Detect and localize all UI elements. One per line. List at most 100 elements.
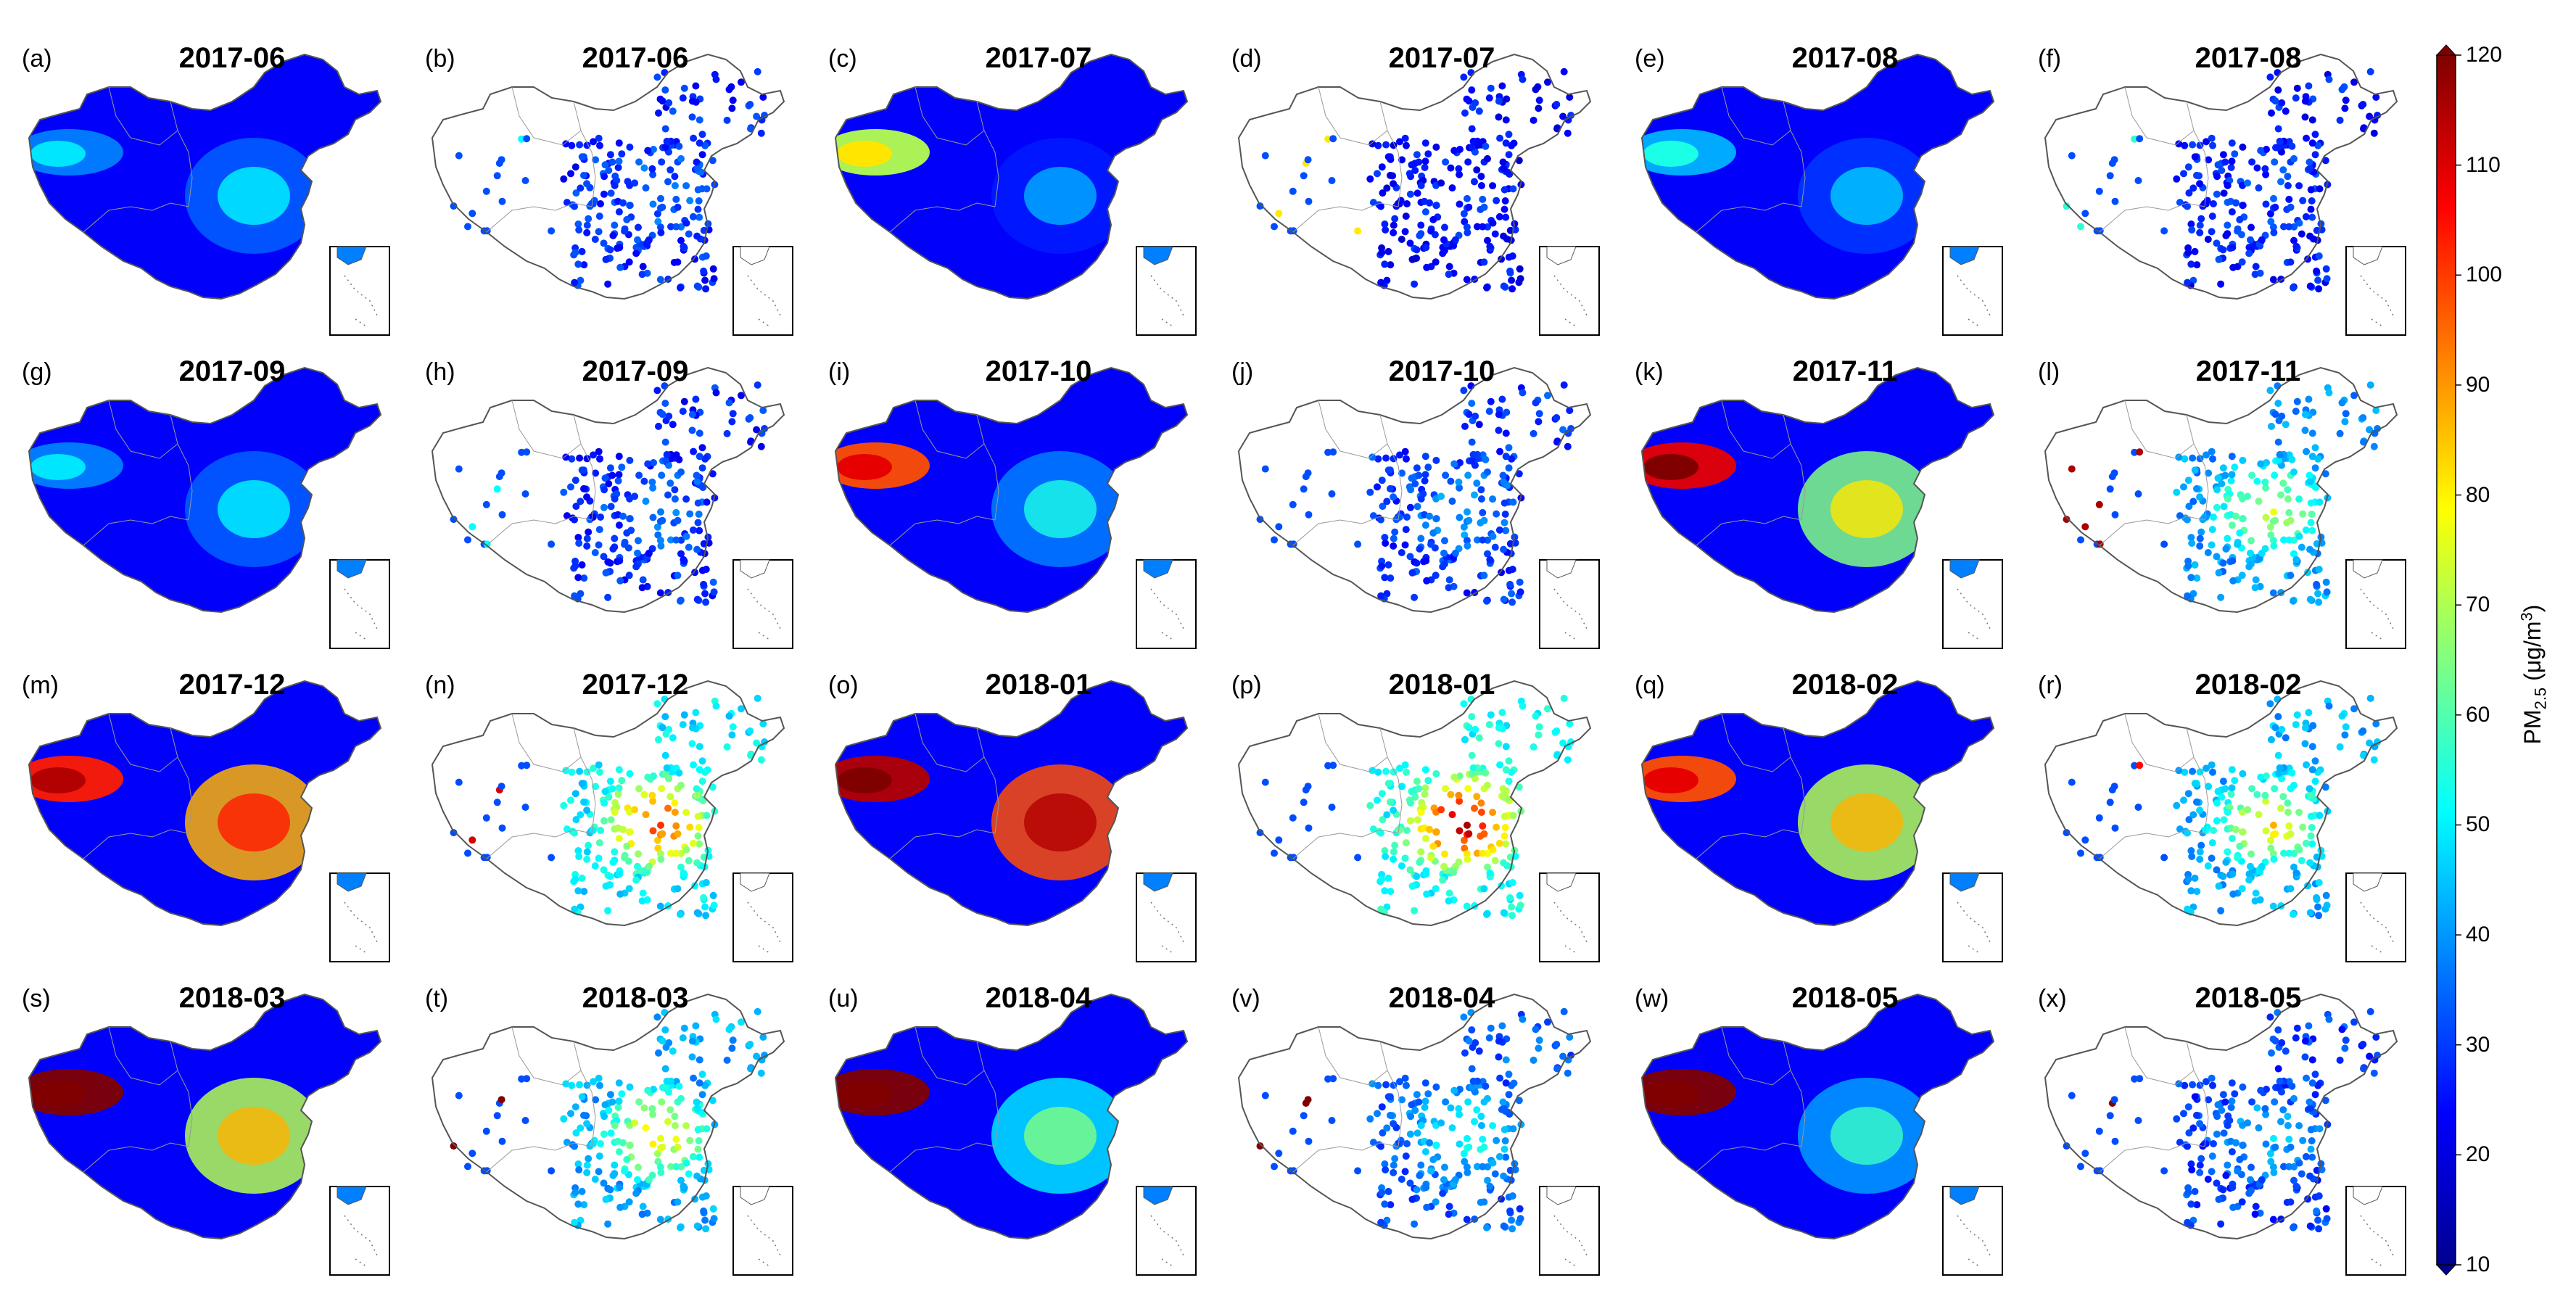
station-dot bbox=[468, 1150, 476, 1157]
station-dot bbox=[1493, 1136, 1500, 1144]
station-dot bbox=[498, 1137, 506, 1145]
station-dot bbox=[2308, 824, 2316, 831]
station-dot bbox=[1437, 179, 1445, 187]
station-dot bbox=[1424, 1090, 1432, 1098]
station-dot bbox=[589, 1140, 597, 1148]
station-dot bbox=[1544, 392, 1551, 400]
station-dot bbox=[1480, 1198, 1488, 1206]
station-dot bbox=[523, 762, 531, 769]
station-dot bbox=[571, 592, 579, 600]
station-dot bbox=[2224, 221, 2232, 229]
station-dot bbox=[1465, 830, 1473, 838]
station-dot bbox=[2290, 863, 2298, 871]
station-dot bbox=[1505, 1091, 1513, 1099]
station-dot bbox=[1451, 549, 1459, 557]
station-dot bbox=[2213, 799, 2221, 807]
station-dot bbox=[675, 1082, 683, 1090]
station-dot bbox=[1289, 500, 1297, 508]
station-dot bbox=[580, 1111, 587, 1119]
inset-coast bbox=[1546, 246, 1577, 265]
station-dot bbox=[1516, 265, 1524, 273]
station-dot bbox=[618, 777, 626, 785]
colorbar: 120 110 100 90 80 70 60 50 40 30 20 10 PM2.5 (μg/m3… bbox=[2427, 43, 2564, 1276]
station-dot bbox=[2350, 705, 2358, 713]
station-dot bbox=[701, 276, 709, 284]
station-dot bbox=[2306, 232, 2314, 240]
panel-title: 2017-09 bbox=[178, 355, 286, 387]
station-dot bbox=[1464, 1134, 1471, 1142]
station-dot bbox=[619, 825, 627, 833]
station-dot bbox=[1401, 447, 1409, 455]
inset-coast bbox=[337, 246, 367, 265]
station-dot bbox=[521, 804, 529, 811]
country-outline bbox=[28, 680, 382, 927]
station-dot bbox=[1486, 556, 1494, 564]
east-core-blob bbox=[1830, 167, 1903, 225]
station-dot bbox=[648, 1105, 656, 1113]
inset-islands bbox=[747, 901, 781, 954]
station-dot bbox=[600, 486, 608, 494]
station-dot bbox=[2315, 1225, 2323, 1233]
station-dot bbox=[2366, 426, 2374, 434]
station-dot bbox=[690, 761, 698, 769]
station-dot bbox=[1464, 1168, 1471, 1176]
station-dot bbox=[1463, 589, 1471, 597]
station-dot bbox=[1403, 141, 1410, 149]
station-dot bbox=[574, 1200, 582, 1208]
station-dot bbox=[2287, 516, 2295, 524]
station-dot bbox=[1487, 84, 1495, 92]
station-dot bbox=[1407, 173, 1415, 181]
station-dot bbox=[2274, 751, 2282, 759]
station-dot bbox=[1396, 1078, 1403, 1086]
station-dot bbox=[671, 182, 679, 189]
station-dot bbox=[1396, 138, 1403, 146]
station-dot bbox=[1496, 1074, 1504, 1082]
station-dot bbox=[2298, 857, 2305, 864]
station-dot bbox=[2208, 854, 2216, 862]
station-dot bbox=[2366, 67, 2374, 75]
station-dot bbox=[2184, 249, 2192, 257]
pm25-map bbox=[28, 993, 390, 1276]
station-dot bbox=[2232, 825, 2239, 833]
station-dot bbox=[2213, 1113, 2221, 1121]
inset-islands bbox=[1150, 275, 1184, 327]
station-dot bbox=[571, 476, 579, 484]
station-dot bbox=[2262, 1110, 2270, 1118]
station-dot bbox=[1415, 1098, 1423, 1106]
station-dot bbox=[625, 885, 633, 893]
inset-islands bbox=[2360, 1215, 2394, 1267]
province-lines bbox=[2099, 713, 2209, 859]
station-dot bbox=[2295, 846, 2303, 854]
station-dot bbox=[1483, 284, 1490, 292]
station-dot bbox=[580, 261, 588, 269]
station-dot bbox=[2303, 1074, 2311, 1082]
station-dot bbox=[657, 855, 665, 863]
station-dot bbox=[1289, 540, 1297, 548]
station-dot bbox=[482, 500, 490, 508]
station-dot bbox=[723, 1056, 731, 1064]
station-dot bbox=[1366, 175, 1374, 183]
station-dot bbox=[695, 453, 703, 461]
station-dot bbox=[688, 426, 696, 434]
station-dot bbox=[1500, 832, 1508, 840]
station-dot bbox=[1450, 1086, 1458, 1094]
panel-title: 2018-05 bbox=[2195, 982, 2302, 1014]
station-dot bbox=[1439, 876, 1447, 884]
station-dot bbox=[2292, 1034, 2300, 1042]
country-outline bbox=[834, 53, 1189, 300]
station-dot bbox=[632, 563, 640, 571]
station-dot bbox=[2077, 223, 2084, 231]
station-dot bbox=[1500, 186, 1508, 194]
station-dot bbox=[2255, 1124, 2263, 1132]
station-dot bbox=[1374, 170, 1381, 178]
inset-islands bbox=[1553, 1215, 1588, 1267]
station-dot bbox=[693, 791, 701, 799]
station-dot bbox=[606, 151, 614, 159]
station-dot bbox=[2224, 808, 2232, 816]
station-dot bbox=[2247, 1176, 2254, 1184]
station-dot bbox=[2284, 182, 2292, 189]
map-panel: (j) 2017-10 bbox=[1224, 342, 1625, 656]
station-dot bbox=[671, 173, 679, 181]
station-dot bbox=[695, 824, 703, 831]
station-dot bbox=[1500, 1172, 1508, 1180]
